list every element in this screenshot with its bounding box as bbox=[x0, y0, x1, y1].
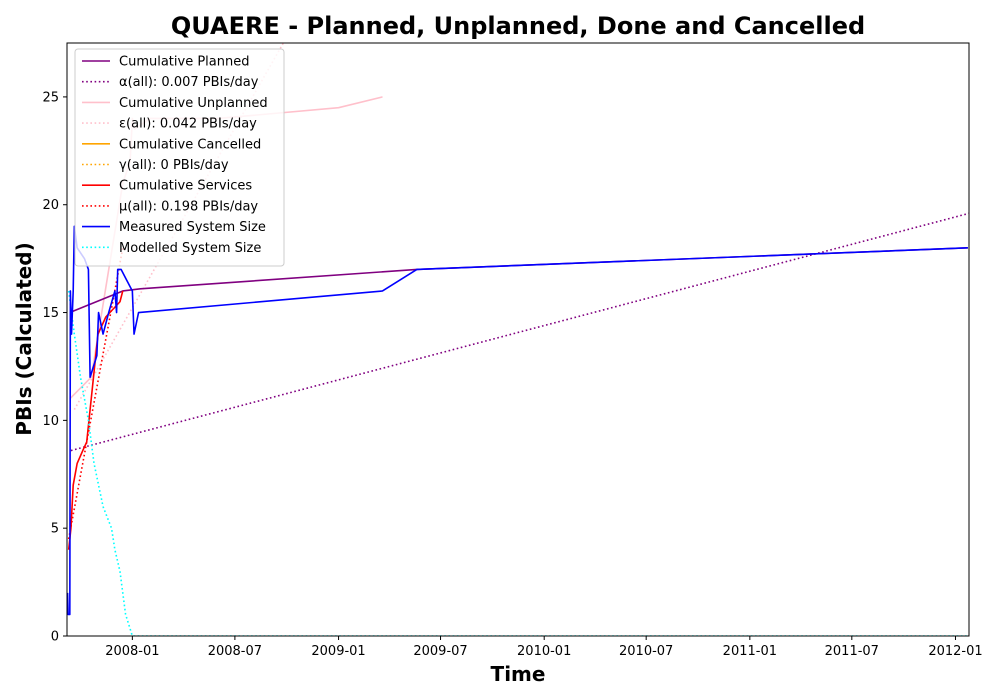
y-tick-label: 5 bbox=[51, 522, 59, 537]
legend-label-cumulative-services: Cumulative Services bbox=[119, 179, 252, 194]
y-axis-label: PBIs (Calculated) bbox=[12, 242, 36, 435]
x-tick-label: 2010-07 bbox=[619, 644, 673, 659]
y-tick-label: 0 bbox=[51, 630, 59, 645]
x-axis-label: Time bbox=[491, 662, 546, 686]
axes-frame bbox=[66, 42, 970, 637]
legend-label-all-0-198-pbis-day: μ(all): 0.198 PBIs/day bbox=[119, 199, 258, 214]
legend: Cumulative Planned α(all): 0.007 PBIs/day… bbox=[74, 48, 285, 267]
y-tick-label: 10 bbox=[42, 414, 59, 429]
x-tick-label: 2012-01 bbox=[928, 644, 982, 659]
y-tick-label: 15 bbox=[42, 306, 59, 321]
series-cumulative-services bbox=[67, 290, 124, 550]
x-tick-label: 2009-07 bbox=[413, 644, 467, 659]
legend-label-all-0-pbis-day: γ(all): 0 PBIs/day bbox=[119, 158, 229, 173]
series-measured-system-size bbox=[67, 225, 968, 616]
x-tick-label: 2010-01 bbox=[517, 644, 571, 659]
legend-label-cumulative-cancelled: Cumulative Cancelled bbox=[119, 137, 261, 152]
series-all-0-198-pbis-day bbox=[67, 247, 124, 540]
y-tick-label: 20 bbox=[42, 198, 59, 213]
legend-label-all-0-042-pbis-day: ε(all): 0.042 PBIs/day bbox=[119, 117, 257, 132]
legend-label-cumulative-unplanned: Cumulative Unplanned bbox=[119, 96, 268, 111]
legend-label-measured-system-size: Measured System Size bbox=[119, 220, 266, 235]
x-tick-label: 2008-01 bbox=[105, 644, 159, 659]
legend-box bbox=[74, 48, 285, 267]
x-tick-label: 2009-01 bbox=[311, 644, 365, 659]
axes: 2008-01 2008-07 2009-01 2009-07 2010-01 2010-… bbox=[42, 42, 983, 659]
x-tick-label: 2011-07 bbox=[825, 644, 879, 659]
chart-title: QUAERE - Planned, Unplanned, Done and Ca… bbox=[171, 12, 865, 40]
series-modelled-system-size bbox=[67, 290, 969, 636]
legend-label-cumulative-planned: Cumulative Planned bbox=[119, 55, 249, 70]
x-tick-label: 2008-07 bbox=[208, 644, 262, 659]
y-tick-label: 25 bbox=[42, 90, 59, 105]
legend-label-all-0-007-pbis-day: α(all): 0.007 PBIs/day bbox=[119, 75, 259, 90]
legend-label-modelled-system-size: Modelled System Size bbox=[119, 241, 261, 256]
x-tick-label: 2011-01 bbox=[723, 644, 777, 659]
